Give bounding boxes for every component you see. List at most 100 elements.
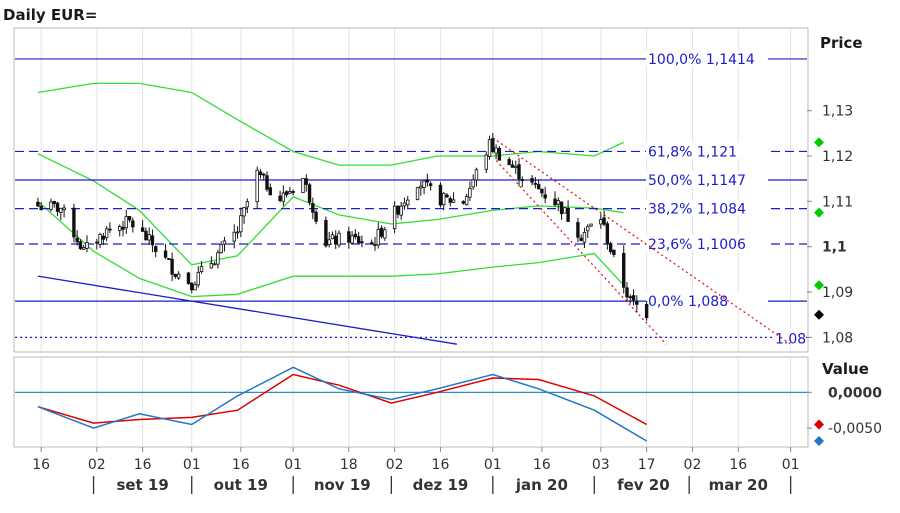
chart-title: Daily EUR=: [3, 6, 97, 24]
candle-body: [399, 205, 403, 216]
month-label: dez 19: [413, 476, 469, 494]
price-marker: [814, 309, 824, 320]
price-axis-label: 1,1: [822, 240, 847, 256]
candle-body: [118, 226, 122, 231]
candle-body: [392, 205, 397, 230]
candle-body: [530, 178, 534, 183]
candle-body: [445, 194, 449, 198]
candle-body: [556, 200, 560, 205]
candle-body: [599, 219, 603, 225]
candle-body: [55, 202, 60, 212]
candle-body: [196, 271, 200, 286]
price-axis-label: 1,13: [822, 104, 853, 120]
x-axis-label: 16: [533, 457, 551, 473]
price-axis-label: 1,08: [822, 330, 853, 346]
indicator-panel: [13, 356, 809, 448]
fib-label-bg: [646, 234, 768, 251]
candle-body: [154, 246, 158, 252]
price-marker: [814, 137, 824, 148]
candle-body: [350, 235, 354, 244]
candle-body: [353, 233, 358, 238]
candle-body: [622, 252, 626, 288]
candle-body: [602, 217, 606, 225]
candle-body: [327, 239, 331, 245]
value-marker: [814, 419, 824, 430]
candle-body: [199, 266, 204, 272]
fib-label-bg: [646, 292, 768, 309]
candle-body: [396, 205, 400, 215]
candle-body: [497, 147, 502, 161]
candle-body: [170, 258, 174, 275]
price-marker: [814, 207, 824, 218]
x-axis-label: 02: [684, 457, 702, 473]
candle-body: [422, 180, 426, 188]
candle-body: [644, 304, 649, 319]
candle-body: [131, 220, 135, 228]
indicator-blue-line: [37, 366, 647, 442]
candle-body: [487, 139, 492, 157]
candle-body: [608, 243, 613, 253]
value-axis-label: -0,0050: [828, 421, 882, 437]
candle-body: [258, 171, 263, 176]
candle-body: [579, 237, 583, 241]
candle-body: [186, 272, 191, 284]
x-axis-label: 02: [386, 457, 404, 473]
candle-body: [222, 240, 227, 245]
candle-body: [536, 183, 541, 190]
candle-body: [540, 188, 544, 194]
candle-body: [239, 215, 243, 233]
candle-body: [108, 228, 112, 231]
x-axis-label: 16: [432, 457, 450, 473]
candle-body: [85, 242, 89, 249]
month-label: fev 20: [617, 476, 670, 494]
candle-body: [419, 185, 423, 189]
candle-body: [101, 235, 106, 240]
candle-body: [39, 205, 43, 211]
blue-trendline: [37, 275, 457, 345]
bollinger-middle-line: [37, 153, 624, 266]
candle-body: [582, 231, 587, 243]
bollinger-lower-line: [37, 200, 625, 298]
candle-body: [373, 244, 377, 246]
candle-body: [288, 191, 292, 194]
candle-body: [127, 216, 132, 221]
x-axis-label: 01: [484, 457, 502, 473]
candle-body: [262, 173, 266, 176]
candle-body: [451, 199, 456, 203]
candle-body: [75, 237, 79, 243]
candle-body: [281, 192, 286, 202]
candle-body: [219, 244, 223, 254]
candle-body: [448, 198, 452, 203]
price-axis-title: Price: [820, 34, 863, 52]
candle-body: [330, 234, 335, 240]
candle-body: [628, 296, 632, 299]
candle-body: [438, 184, 443, 206]
candle-body: [304, 178, 308, 185]
candle-body: [406, 199, 410, 206]
candle-body: [209, 263, 214, 269]
candle-body: [566, 208, 570, 222]
candle-body: [337, 232, 341, 246]
candle-body: [461, 201, 466, 204]
candle-body: [311, 203, 315, 213]
candle-body: [242, 207, 246, 217]
candle-body: [347, 231, 351, 243]
candle-body: [284, 191, 289, 196]
x-axis-label: 01: [284, 457, 302, 473]
price-axis-label: 1,12: [822, 149, 853, 165]
candle-body: [72, 207, 76, 238]
candle-body: [635, 301, 639, 305]
candle-body: [494, 147, 498, 154]
candle-body: [517, 164, 521, 180]
candle-body: [376, 229, 380, 246]
candle-body: [360, 241, 364, 244]
x-axis-label: 16: [232, 457, 250, 473]
candle-body: [563, 207, 567, 214]
candle-body: [235, 231, 240, 234]
value-axis-title: Value: [822, 360, 869, 378]
x-axis-label: 18: [340, 457, 358, 473]
fib-label-bg: [646, 142, 768, 159]
candle-body: [559, 201, 564, 215]
candle-body: [442, 192, 446, 206]
candle-body: [520, 179, 524, 181]
